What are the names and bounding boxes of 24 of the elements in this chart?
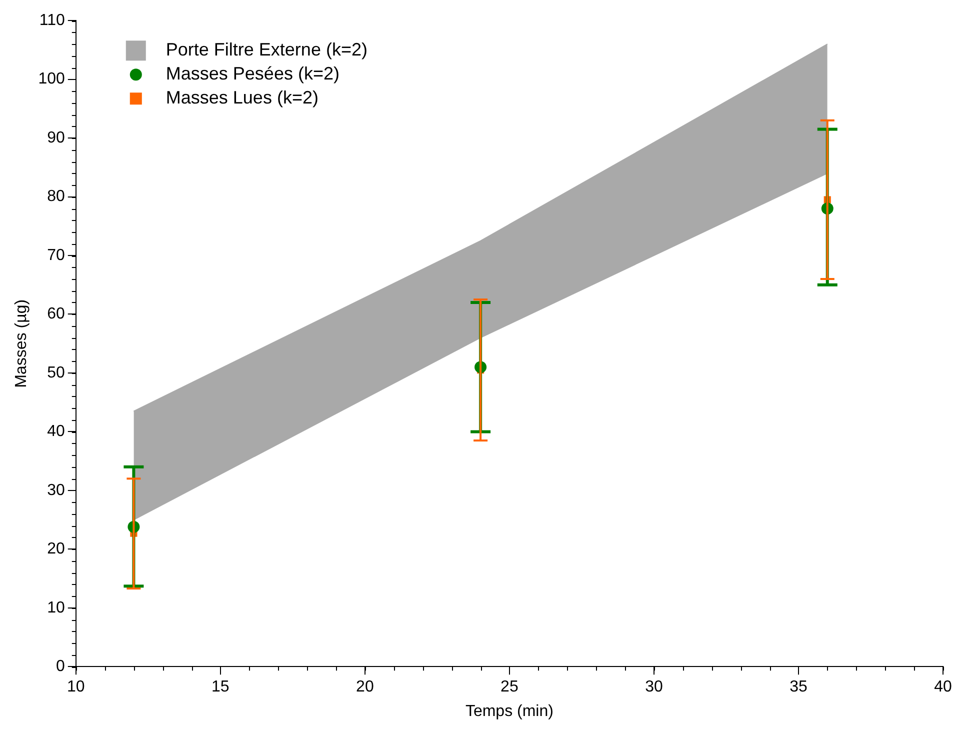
x-tick-label: 40 xyxy=(934,678,952,696)
y-tick-label: 20 xyxy=(47,540,65,558)
x-tick-label: 30 xyxy=(645,678,663,696)
y-tick-label: 90 xyxy=(47,129,65,146)
y-tick-label: 30 xyxy=(47,482,65,499)
y-tick-label: 0 xyxy=(56,658,65,676)
y-tick-label: 40 xyxy=(47,423,65,440)
y-tick-label: 50 xyxy=(47,364,65,382)
legend-label: Masses Lues (k=2) xyxy=(166,88,318,108)
y-axis-title: Masses (µg) xyxy=(13,299,30,388)
x-axis-title: Temps (min) xyxy=(465,702,554,720)
legend-label: Masses Pesées (k=2) xyxy=(166,64,340,84)
x-tick-label: 35 xyxy=(790,678,808,696)
y-tick-label: 10 xyxy=(47,599,65,616)
y-tick-label: 100 xyxy=(38,70,65,88)
x-tick-label: 15 xyxy=(212,678,230,696)
x-tick-label: 20 xyxy=(356,678,374,696)
legend-label: Porte Filtre Externe (k=2) xyxy=(166,40,368,60)
y-tick-label: 70 xyxy=(47,246,65,264)
x-tick-label: 25 xyxy=(500,678,518,696)
y-tick-label: 110 xyxy=(39,12,65,30)
y-tick-label: 80 xyxy=(47,188,65,206)
x-tick-label: 10 xyxy=(66,678,85,696)
y-tick-label: 60 xyxy=(47,306,65,323)
